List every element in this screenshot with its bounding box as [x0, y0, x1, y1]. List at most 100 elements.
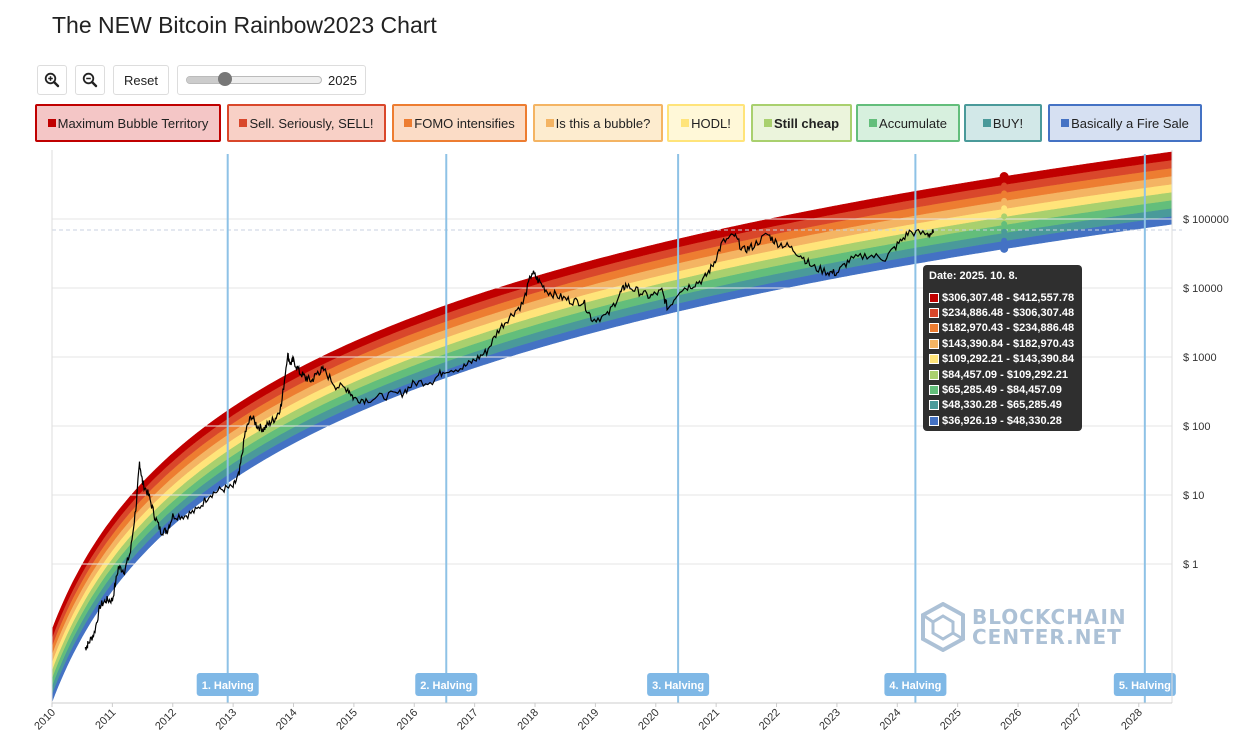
slider-thumb[interactable] — [217, 72, 232, 86]
x-tick-label: 2023 — [817, 707, 843, 733]
page-title: The NEW Bitcoin Rainbow2023 Chart — [52, 12, 437, 38]
watermark-line1: BLOCKCHAIN — [972, 605, 1127, 629]
slider-track[interactable] — [185, 72, 323, 86]
tooltip-range: $234,886.48 - $306,307.48 — [942, 307, 1075, 320]
x-tick-label: 2013 — [213, 707, 239, 733]
x-tick-label: 2027 — [1059, 707, 1085, 733]
x-tick-label: 2011 — [93, 707, 118, 732]
tooltip-swatch — [929, 415, 939, 426]
legend-swatch — [545, 119, 554, 127]
x-tick-label: 2025 — [938, 707, 964, 733]
legend-label: FOMO intensifies — [414, 115, 515, 131]
tooltip-swatch — [929, 369, 939, 380]
legend-item[interactable]: Accumulate — [856, 104, 960, 142]
hover-dot — [1001, 213, 1008, 220]
legend-label: Is this a bubble? — [555, 115, 651, 131]
x-tick-label: 2018 — [515, 707, 541, 733]
tooltip-swatch — [929, 323, 939, 334]
legend: Maximum Bubble Territory Sell. Seriously,… — [0, 104, 1242, 144]
tooltip-range: $182,970.43 - $234,886.48 — [942, 322, 1075, 335]
hover-dot — [999, 172, 1009, 182]
y-tick-label: $ 1000 — [1183, 352, 1217, 364]
x-tick-label: 2028 — [1119, 707, 1145, 733]
tooltip-swatch — [929, 292, 939, 303]
x-tick-label: 2026 — [998, 707, 1024, 733]
x-tick-label: 2024 — [878, 707, 904, 733]
tooltip-swatch — [929, 385, 939, 396]
legend-swatch — [239, 119, 248, 127]
tooltip-row: $143,390.84 - $182,970.43 — [929, 336, 1076, 351]
tooltip-range: $84,457.09 - $109,292.21 — [942, 368, 1069, 381]
tooltip-date: Date: 2025. 10. 8. — [929, 270, 1018, 282]
hover-dot — [1001, 197, 1008, 204]
rainbow-band — [52, 151, 1172, 638]
hover-dot — [1001, 182, 1008, 189]
hover-dot — [1001, 221, 1008, 228]
chart-toolbar: Reset 2025 — [37, 64, 366, 96]
hover-dot — [1000, 244, 1009, 253]
halving-lines: 1. Halving 2. Halving 3. Halving 4. Halving… — [196, 154, 1176, 703]
tooltip-row: $182,970.43 - $234,886.48 — [929, 321, 1076, 336]
legend-swatch — [763, 119, 772, 127]
zoom-in-button[interactable] — [37, 65, 67, 95]
legend-swatch — [982, 119, 991, 127]
halving-label: 3. Halving — [652, 680, 704, 692]
hover-tooltip: Date: 2025. 10. 8. $306,307.48 - $412,55… — [923, 265, 1082, 431]
x-tick-label: 2010 — [32, 707, 58, 733]
tooltip-row: $109,292.21 - $143,390.84 — [929, 352, 1076, 367]
halving-label-box — [415, 673, 478, 696]
hover-dot — [1001, 205, 1008, 212]
zoom-out-button[interactable] — [75, 65, 105, 95]
x-tick-label: 2012 — [153, 707, 179, 733]
halving-label: 2. Halving — [420, 680, 472, 692]
hover-dot — [1001, 237, 1008, 244]
legend-label: BUY! — [992, 115, 1024, 131]
legend-item[interactable]: FOMO intensifies — [392, 104, 527, 142]
y-tick-label: $ 100 — [1183, 421, 1211, 433]
legend-label: Sell. Seriously, SELL! — [249, 115, 374, 131]
y-tick-label: $ 100000 — [1183, 214, 1229, 226]
rainbow-bands — [52, 151, 1172, 703]
tooltip-range: $65,285.49 - $84,457.09 — [942, 384, 1062, 397]
x-tick-label: 2022 — [757, 707, 783, 733]
legend-item[interactable]: Basically a Fire Sale — [1048, 104, 1202, 142]
x-tick-label: 2016 — [395, 707, 421, 733]
legend-item[interactable]: HODL! — [667, 104, 745, 142]
y-tick-label: $ 10000 — [1183, 283, 1223, 295]
tooltip-row: $306,307.48 - $412,557.78 — [929, 290, 1076, 305]
tooltip-swatch — [929, 354, 939, 365]
hover-dot — [1001, 190, 1008, 197]
legend-label: HODL! — [691, 115, 731, 131]
reset-button[interactable]: Reset — [113, 65, 169, 95]
tooltip-swatch — [929, 338, 939, 349]
legend-label: Still cheap — [773, 115, 840, 131]
watermark: BLOCKCHAIN CENTER.NET — [920, 602, 1127, 652]
legend-label: Basically a Fire Sale — [1071, 115, 1189, 131]
tooltip-range: $306,307.48 - $412,557.78 — [942, 291, 1075, 304]
legend-item[interactable]: Is this a bubble? — [533, 104, 663, 142]
y-tick-label: $ 10 — [1183, 490, 1204, 502]
slider-value: 2025 — [328, 72, 357, 88]
tooltip-row: $84,457.09 - $109,292.21 — [929, 367, 1076, 382]
tooltip-swatch — [929, 308, 939, 319]
x-tick-label: 2015 — [334, 707, 360, 733]
legend-item[interactable]: Maximum Bubble Territory — [35, 104, 221, 142]
tooltip-range: $143,390.84 - $182,970.43 — [942, 337, 1075, 350]
halving-label-box — [647, 673, 710, 696]
tooltip-row: $65,285.49 - $84,457.09 — [929, 382, 1076, 397]
legend-item[interactable]: Still cheap — [751, 104, 852, 142]
legend-item[interactable]: Sell. Seriously, SELL! — [227, 104, 386, 142]
x-tick-label: 2020 — [636, 707, 662, 733]
halving-label-box — [884, 673, 947, 696]
tooltip-range: $109,292.21 - $143,390.84 — [942, 353, 1075, 366]
zoom-in-icon — [44, 72, 60, 88]
legend-item[interactable]: BUY! — [964, 104, 1042, 142]
legend-label: Accumulate — [879, 115, 947, 131]
legend-swatch — [404, 119, 413, 127]
hover-markers — [999, 172, 1009, 253]
watermark-line2: CENTER.NET — [972, 625, 1122, 649]
x-tick-label: 2017 — [455, 707, 481, 733]
legend-label: Maximum Bubble Territory — [57, 115, 209, 131]
year-slider: 2025 — [176, 65, 366, 95]
